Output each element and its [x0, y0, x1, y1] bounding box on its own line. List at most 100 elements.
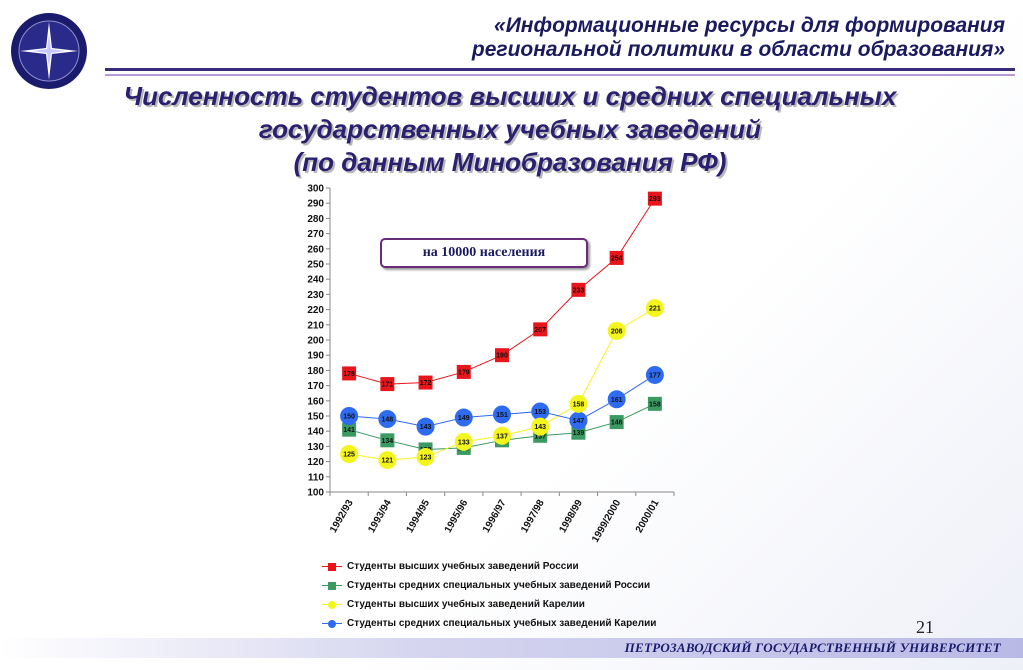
- data-label-1: 139: [573, 430, 585, 437]
- y-tick-label: 230: [307, 290, 324, 301]
- data-label-3: 143: [420, 424, 432, 431]
- data-label-2: 133: [458, 439, 470, 446]
- footer-bar: [0, 638, 1023, 658]
- data-point-3: [645, 365, 664, 384]
- y-tick-label: 200: [307, 336, 324, 347]
- data-point-2: [378, 451, 397, 470]
- legend-label: Студенты высших учебных заведений Карели…: [347, 599, 585, 610]
- data-point-0: [380, 377, 395, 392]
- y-tick-label: 270: [307, 229, 324, 240]
- data-label-2: 206: [611, 328, 623, 335]
- data-point-0: [571, 282, 586, 297]
- y-tick-label: 180: [307, 366, 324, 377]
- data-label-1: 158: [649, 401, 661, 408]
- data-point-1: [571, 425, 586, 440]
- data-point-0: [456, 364, 471, 379]
- y-tick-label: 280: [307, 214, 324, 225]
- title-line-1: Численность студентов высших и средних с…: [123, 81, 897, 111]
- legend-key: [322, 561, 342, 573]
- legend-key: [322, 618, 342, 630]
- header-divider-thin: [105, 74, 1015, 76]
- legend-label: Студенты средних специальных учебных зав…: [347, 580, 651, 591]
- university-logo: [10, 12, 88, 90]
- title-line-2: государственных учебных заведений: [258, 114, 762, 144]
- y-tick-label: 130: [307, 442, 324, 453]
- data-point-2: [531, 417, 550, 436]
- data-point-0: [609, 250, 624, 265]
- data-point-0: [647, 191, 662, 206]
- data-point-3: [378, 410, 397, 429]
- y-tick-label: 100: [307, 488, 324, 499]
- data-label-3: 147: [573, 418, 585, 425]
- data-point-3: [607, 390, 626, 409]
- data-point-1: [609, 415, 624, 430]
- data-label-0: 190: [496, 353, 508, 360]
- data-point-2: [569, 394, 588, 413]
- data-point-2: [645, 299, 664, 318]
- y-tick-label: 250: [307, 260, 324, 271]
- y-tick-label: 210: [307, 320, 324, 331]
- data-label-0: 293: [649, 196, 661, 203]
- data-label-2: 137: [496, 433, 508, 440]
- header-line-2: региональной политики в области образова…: [471, 38, 1005, 61]
- data-label-3: 148: [381, 417, 393, 424]
- data-point-2: [340, 445, 359, 463]
- data-point-0: [418, 375, 433, 390]
- data-label-3: 177: [649, 372, 661, 379]
- data-label-0: 254: [611, 255, 623, 262]
- data-label-1: 141: [343, 427, 355, 434]
- data-label-3: 150: [343, 414, 355, 421]
- legend-label: Студенты средних специальных учебных зав…: [347, 618, 657, 629]
- data-point-3: [569, 411, 588, 430]
- x-tick-label: 2000/01: [634, 498, 662, 535]
- legend-label: Студенты высших учебных заведений России: [347, 561, 579, 572]
- data-point-3: [531, 402, 550, 421]
- header-title: «Информационные ресурсы для формирования…: [285, 14, 1005, 62]
- annotation-box: на 10000 населения: [380, 238, 588, 268]
- y-tick-label: 150: [307, 412, 324, 423]
- data-point-3: [416, 417, 435, 436]
- x-tick-label: 1993/94: [366, 498, 394, 535]
- line-chart: 100 110 120 130 140 150 160 170 180 190 200 210 220 2…: [307, 184, 675, 545]
- y-tick-label: 300: [307, 184, 324, 195]
- data-label-2: 121: [381, 458, 393, 465]
- data-label-3: 153: [534, 409, 546, 416]
- data-point-3: [340, 407, 359, 425]
- data-label-0: 178: [343, 371, 355, 378]
- data-point-3: [493, 405, 511, 424]
- data-point-2: [493, 426, 511, 445]
- legend-item: Студенты средних специальных учебных зав…: [322, 614, 656, 633]
- x-tick-label: 1995/96: [443, 498, 471, 535]
- data-point-1: [342, 422, 357, 437]
- data-label-0: 233: [573, 287, 585, 294]
- y-tick-label: 260: [307, 244, 324, 255]
- data-label-0: 171: [381, 382, 393, 389]
- data-point-2: [607, 321, 626, 340]
- x-tick-label: 1998/99: [557, 498, 585, 535]
- header-line-1: «Информационные ресурсы для формирования: [494, 14, 1005, 37]
- data-label-2: 125: [343, 452, 355, 459]
- data-label-2: 221: [649, 306, 661, 313]
- data-label-3: 161: [611, 397, 623, 404]
- data-label-0: 172: [420, 380, 432, 387]
- compass-star-icon: [20, 22, 78, 80]
- y-tick-label: 110: [308, 472, 325, 483]
- y-tick-label: 220: [307, 305, 324, 316]
- x-tick-label: 1997/98: [519, 498, 547, 535]
- data-label-0: 207: [534, 327, 546, 334]
- page-number: 21: [916, 617, 934, 637]
- x-tick-label: 1992/93: [328, 498, 356, 535]
- y-tick-label: 160: [307, 396, 324, 407]
- title-line-3: (по данным Минобразования РФ): [293, 147, 727, 177]
- y-tick-label: 240: [307, 275, 324, 286]
- y-tick-label: 120: [307, 457, 324, 468]
- y-tick-label: 290: [307, 199, 324, 210]
- x-tick-label: 1996/97: [481, 498, 509, 535]
- data-point-2: [454, 432, 473, 451]
- legend-key: [322, 599, 342, 611]
- data-point-1: [380, 433, 395, 448]
- x-tick-label: 1999/2000: [590, 498, 623, 545]
- data-point-1: [647, 396, 662, 411]
- y-tick-label: 190: [307, 351, 324, 362]
- y-tick-label: 170: [307, 381, 324, 392]
